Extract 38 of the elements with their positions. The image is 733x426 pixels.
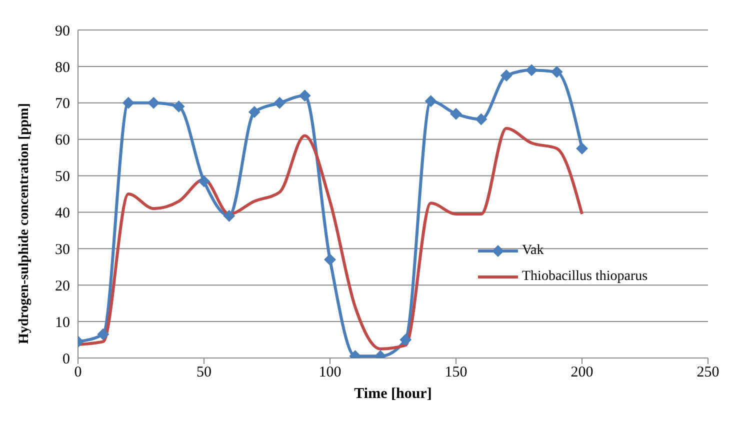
point xyxy=(324,254,336,266)
point xyxy=(172,100,185,113)
y-tick-label: 80 xyxy=(55,60,70,76)
y-tick-label: 50 xyxy=(55,169,70,186)
point xyxy=(475,113,488,126)
x-tick-label: 200 xyxy=(570,364,594,381)
y-tick-label: 30 xyxy=(55,242,70,258)
y-tick-label: 70 xyxy=(55,96,70,112)
x-axis-title: Time [hour] xyxy=(354,386,432,402)
legend-label: Thiobacillus thioparus xyxy=(522,269,648,285)
point xyxy=(223,210,236,222)
point xyxy=(248,106,260,118)
point xyxy=(274,96,286,109)
point xyxy=(148,96,160,109)
y-tick-label: 40 xyxy=(55,206,70,222)
x-tick-label: 250 xyxy=(696,364,720,381)
point xyxy=(122,96,134,109)
point xyxy=(526,64,538,76)
x-tick-label: 150 xyxy=(444,364,468,381)
y-tick-label: 20 xyxy=(55,278,70,294)
point xyxy=(424,95,437,108)
x-tick-label: 0 xyxy=(74,364,82,381)
y-tick-label: 90 xyxy=(55,23,70,40)
legend-label: Vak xyxy=(522,243,544,259)
x-tick-label: 100 xyxy=(318,364,342,381)
y-axis-title: Hydrogen-sulphide concentration [ppm] xyxy=(16,103,32,344)
point xyxy=(550,66,563,78)
x-tick-label: 50 xyxy=(196,364,212,381)
y-tick-label: 0 xyxy=(62,351,70,368)
point xyxy=(298,90,311,102)
point xyxy=(97,328,110,340)
point xyxy=(500,70,512,82)
y-tick-label: 10 xyxy=(55,314,70,331)
point xyxy=(576,142,588,154)
point xyxy=(400,334,412,346)
point xyxy=(450,108,462,120)
point xyxy=(198,175,210,188)
y-tick-label: 60 xyxy=(55,132,70,149)
